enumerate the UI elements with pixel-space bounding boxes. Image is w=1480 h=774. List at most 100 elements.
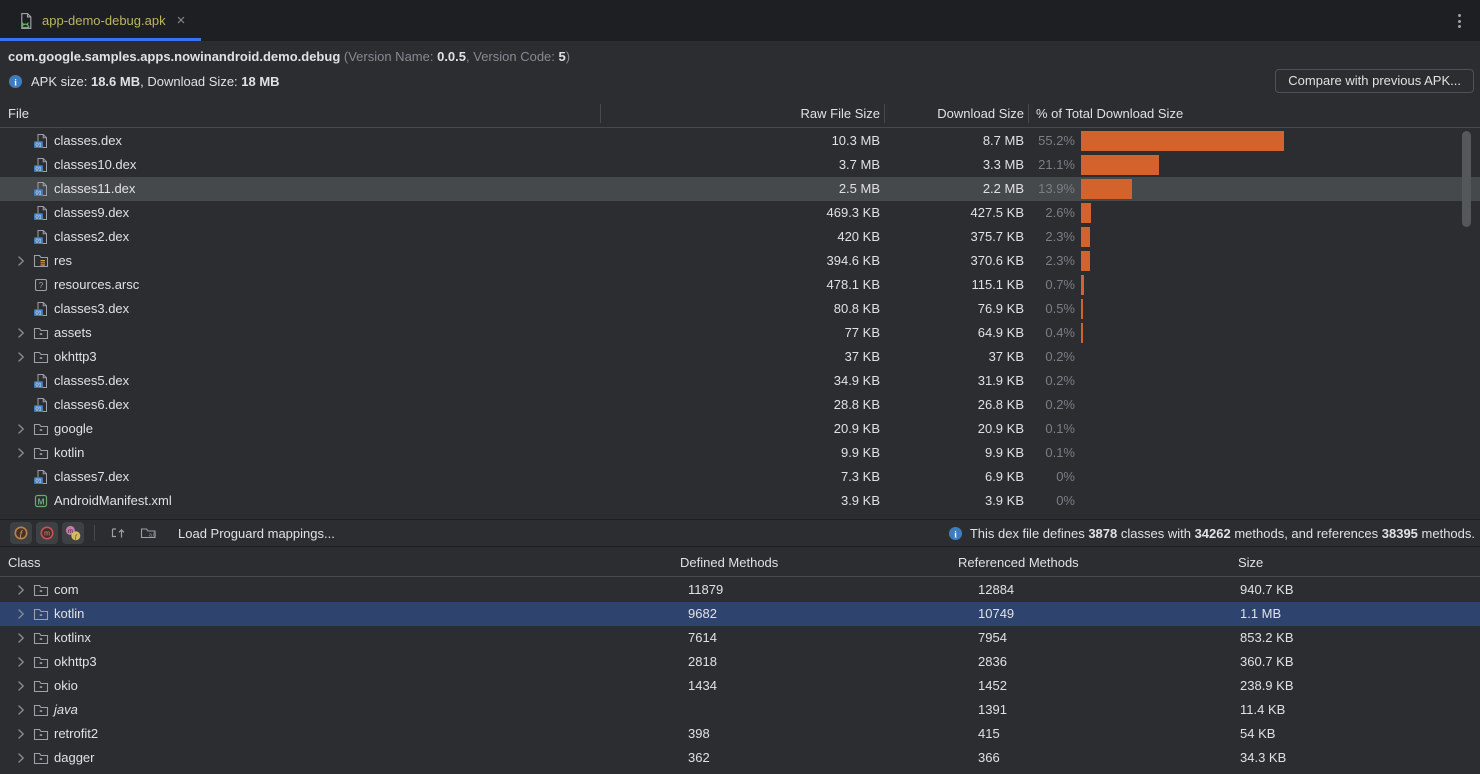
download-size: 31.9 KB [977, 373, 1024, 388]
folder-icon [33, 582, 49, 598]
chevron-right-icon[interactable] [13, 750, 29, 766]
file-row[interactable]: 01 classes10.dex 3.7 MB 3.3 MB 21.1% [0, 153, 1480, 177]
folder-icon [33, 654, 49, 670]
package-line: com.google.samples.apps.nowinandroid.dem… [8, 49, 571, 64]
show-methods-button[interactable]: m [36, 522, 58, 544]
tab-close-icon[interactable]: × [176, 12, 186, 29]
compare-with-previous-apk-button[interactable]: Compare with previous APK... [1275, 69, 1474, 93]
tab-apk-file[interactable]: app-demo-debug.apk × [0, 0, 201, 41]
chevron-right-icon[interactable] [13, 253, 29, 269]
svg-text:01: 01 [35, 406, 41, 412]
active-tab-indicator [0, 38, 201, 41]
download-size: 2.2 MB [982, 181, 1024, 196]
class-row[interactable]: okio 1434 1452 238.9 KB [0, 674, 1480, 698]
version-name: 0.0.5 [437, 49, 467, 64]
dex-file-icon: 01 [33, 373, 49, 389]
download-size-bar [1081, 299, 1083, 319]
column-header-size[interactable]: Size [1238, 555, 1264, 570]
file-row[interactable]: ? resources.arsc 478.1 KB 115.1 KB 0.7% [0, 273, 1480, 297]
class-row[interactable]: kotlinx 7614 7954 853.2 KB [0, 626, 1480, 650]
file-row[interactable]: 01 classes2.dex 420 KB 375.7 KB 2.3% [0, 225, 1480, 249]
column-header-defined-methods[interactable]: Defined Methods [680, 555, 779, 570]
file-name: classes11.dex [54, 181, 136, 196]
folder-icon [33, 702, 49, 718]
svg-text:m: m [68, 529, 73, 535]
class-row[interactable]: kotlin 9682 10749 1.1 MB [0, 602, 1480, 626]
column-header-file[interactable]: File [8, 106, 29, 121]
chevron-right-icon[interactable] [13, 678, 29, 694]
manifest-file-icon: M [33, 493, 49, 509]
chevron-right-icon[interactable] [13, 726, 29, 742]
svg-text:a.b: a.b [149, 533, 156, 539]
file-row[interactable]: 01 classes7.dex 7.3 KB 6.9 KB 0% [0, 465, 1480, 489]
file-row[interactable]: 01 classes6.dex 28.8 KB 26.8 KB 0.2% [0, 393, 1480, 417]
more-options-icon[interactable] [1451, 12, 1467, 30]
file-table-scrollbar[interactable] [1462, 131, 1471, 227]
pct-of-total: 55.2% [1038, 133, 1075, 148]
svg-text:01: 01 [35, 238, 41, 244]
show-fields-button[interactable]: f [10, 522, 32, 544]
class-row[interactable]: com 11879 12884 940.7 KB [0, 578, 1480, 602]
class-row[interactable]: java 1391 11.4 KB [0, 698, 1480, 722]
chevron-right-icon[interactable] [13, 421, 29, 437]
file-row[interactable]: 01 classes11.dex 2.5 MB 2.2 MB 13.9% [0, 177, 1480, 201]
folder-icon [33, 325, 49, 341]
load-proguard-mappings-button[interactable]: Load Proguard mappings... [178, 525, 335, 541]
download-size: 9.9 KB [984, 445, 1024, 460]
package-size: 34.3 KB [1240, 750, 1287, 765]
class-row[interactable]: okhttp3 2818 2836 360.7 KB [0, 650, 1480, 674]
raw-file-size: 20.9 KB [833, 421, 880, 436]
svg-text:01: 01 [35, 142, 41, 148]
chevron-right-icon[interactable] [13, 654, 29, 670]
column-header-download-size[interactable]: Download Size [937, 106, 1024, 121]
package-size: 54 KB [1240, 726, 1276, 741]
download-size: 370.6 KB [970, 253, 1025, 268]
download-size: 37 KB [988, 349, 1024, 364]
download-size-bar [1081, 251, 1090, 271]
download-size: 3.9 KB [984, 493, 1024, 508]
download-size-bar [1081, 323, 1083, 343]
chevron-right-icon[interactable] [13, 325, 29, 341]
chevron-right-icon[interactable] [13, 606, 29, 622]
column-header-referenced-methods[interactable]: Referenced Methods [958, 555, 1079, 570]
file-row[interactable]: res 394.6 KB 370.6 KB 2.3% [0, 249, 1480, 273]
chevron-right-icon[interactable] [13, 445, 29, 461]
class-row[interactable]: dagger 362 366 34.3 KB [0, 746, 1480, 770]
referenced-methods: 1391 [978, 702, 1007, 717]
column-header-pct-total-download[interactable]: % of Total Download Size [1036, 106, 1184, 121]
sort-tree-button[interactable] [108, 523, 128, 543]
method-icon: m [39, 525, 55, 541]
file-row[interactable]: 01 classes3.dex 80.8 KB 76.9 KB 0.5% [0, 297, 1480, 321]
defined-methods: 1434 [688, 678, 717, 693]
file-name: classes5.dex [54, 373, 130, 388]
chevron-right-icon[interactable] [13, 630, 29, 646]
file-row[interactable]: okhttp3 37 KB 37 KB 0.2% [0, 345, 1480, 369]
svg-text:m: m [44, 530, 50, 537]
defined-methods: 7614 [688, 630, 717, 645]
file-row[interactable]: assets 77 KB 64.9 KB 0.4% [0, 321, 1480, 345]
file-row[interactable]: 01 classes9.dex 469.3 KB 427.5 KB 2.6% [0, 201, 1480, 225]
chevron-right-icon[interactable] [13, 349, 29, 365]
file-row[interactable]: google 20.9 KB 20.9 KB 0.1% [0, 417, 1480, 441]
column-header-class[interactable]: Class [8, 555, 41, 570]
file-row[interactable]: 01 classes5.dex 34.9 KB 31.9 KB 0.2% [0, 369, 1480, 393]
file-row[interactable]: M AndroidManifest.xml 3.9 KB 3.9 KB 0% [0, 489, 1480, 513]
class-row[interactable]: retrofit2 398 415 54 KB [0, 722, 1480, 746]
file-row[interactable]: kotlin 9.9 KB 9.9 KB 0.1% [0, 441, 1480, 465]
defined-methods: 398 [688, 726, 710, 741]
chevron-right-icon[interactable] [13, 582, 29, 598]
referenced-methods: 366 [978, 750, 1000, 765]
chevron-right-icon[interactable] [13, 702, 29, 718]
package-name: java [54, 702, 78, 717]
editor-tab-bar: app-demo-debug.apk × [0, 0, 1480, 41]
svg-text:i: i [14, 78, 17, 88]
package-size: 853.2 KB [1240, 630, 1294, 645]
package-size: 360.7 KB [1240, 654, 1294, 669]
file-row[interactable]: 01 classes.dex 10.3 MB 8.7 MB 55.2% [0, 129, 1480, 153]
folder-icon [33, 678, 49, 694]
flatten-packages-button[interactable]: a.b [138, 523, 158, 543]
file-name: classes6.dex [54, 397, 130, 412]
column-header-raw-file-size[interactable]: Raw File Size [800, 106, 880, 121]
pct-of-total: 0.1% [1045, 421, 1075, 436]
